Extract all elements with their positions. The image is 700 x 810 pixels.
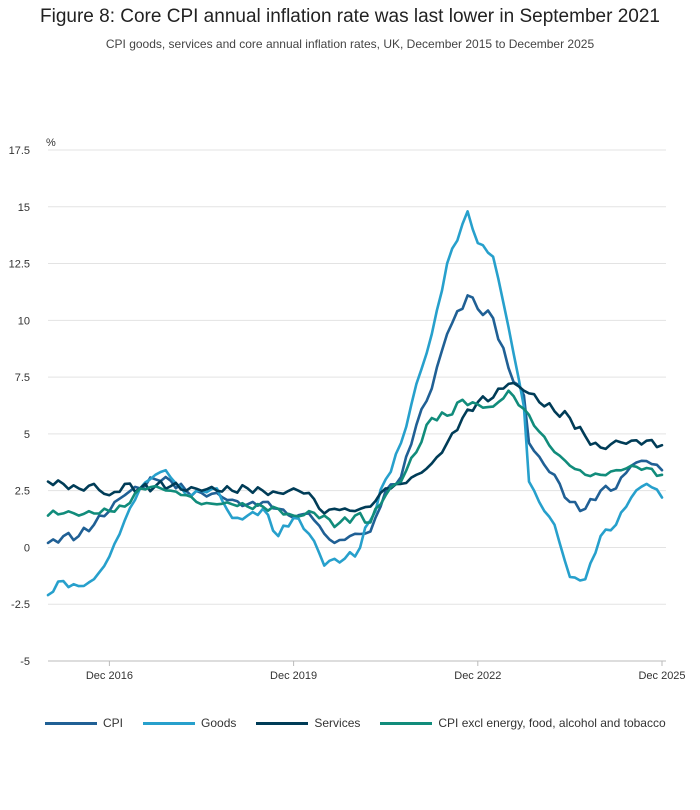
y-tick-label: 5 [24,429,30,441]
x-tick-label: Dec 2016 [86,670,133,682]
y-tick-label: 2.5 [15,486,30,498]
legend-label: Goods [201,716,237,730]
series-line-4 [46,389,664,529]
chart-subtitle: CPI goods, services and core annual infl… [105,37,595,51]
chart-title: Figure 8: Core CPI annual inflation rate… [40,6,660,27]
series-lines [46,210,664,597]
legend-swatch [256,721,309,725]
y-tick-label: -5 [20,656,30,668]
legend-item: Services [256,716,360,730]
x-tick-label: Dec 2022 [454,670,501,682]
gridlines [48,149,666,662]
legend-swatch [45,721,97,725]
y-tick-label: 15 [18,202,30,214]
x-tick-label: Dec 2019 [270,670,317,682]
y-tick-label: 0 [24,542,30,554]
y-axis-label: % [46,137,56,149]
legend-item: CPI excl energy, food, alcohol and tobac… [380,716,666,730]
legend-label: Services [314,716,361,730]
y-tick-label: 7.5 [15,372,30,384]
y-tick-label: 10 [18,315,30,327]
series-line-2 [46,210,664,597]
x-tick-label: Dec 2025 [638,670,685,682]
legend-item: Goods [143,716,236,730]
legend-swatch [380,721,433,725]
legend-label: CPI excl energy, food, alcohol and tobac… [438,716,666,730]
y-axis: -5 -2.5 0 2.5 5 7.5 10 12.5 15 17.5 [9,145,30,668]
legend-item: CPI [45,716,123,730]
y-tick-label: -2.5 [11,599,30,611]
y-tick-label: 12.5 [9,259,30,271]
y-tick-label: 17.5 [9,145,30,157]
series-line-3 [46,381,664,515]
legend: CPI Goods Services CPI excl energy, food, a… [45,716,695,730]
legend-swatch [143,721,196,725]
x-axis: Dec 2016 Dec 2019 Dec 2022 Dec 2025 [48,660,686,682]
legend-label: CPI [103,716,124,730]
